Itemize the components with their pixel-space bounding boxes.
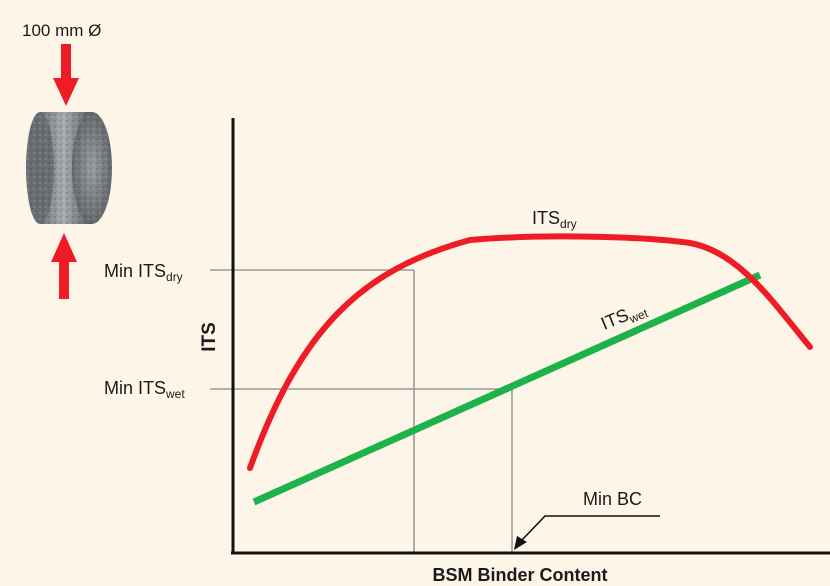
min-bc-label: Min BC [583, 489, 642, 509]
its-dry-curve [247, 233, 813, 471]
y-axis-label: ITS [199, 322, 220, 352]
min-bc-leader-line [521, 515, 660, 541]
guide-lines [210, 269, 513, 553]
x-axis-label: BSM Binder Content [433, 565, 608, 585]
axes [231, 118, 830, 555]
its-wet-line [252, 271, 762, 506]
min-its-dry-label: Min ITSdry [104, 261, 183, 284]
min-bc-arrowhead-icon [514, 536, 527, 550]
its-dry-label: ITSdry [532, 208, 577, 231]
load-arrow-bottom-icon [51, 233, 77, 299]
load-arrow-top-icon [53, 44, 79, 106]
min-bc-callout: Min BC [514, 489, 660, 550]
specimen-cylinder-icon [26, 112, 112, 224]
min-its-wet-label: Min ITSwet [104, 378, 185, 401]
specimen-diameter-label: 100 mm Ø [22, 21, 101, 40]
